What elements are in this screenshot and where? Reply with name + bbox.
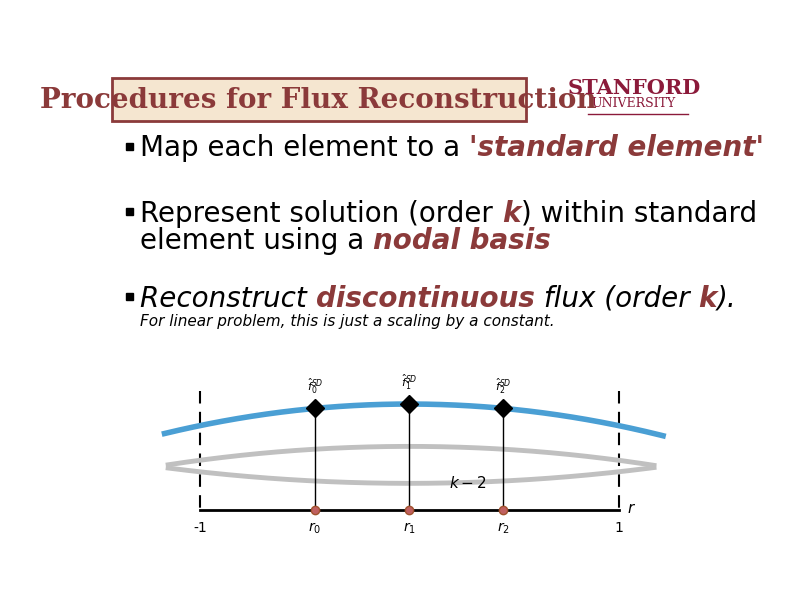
Text: r: r [628, 501, 634, 516]
Text: $r_1$: $r_1$ [403, 521, 416, 537]
Text: For linear problem, this is just a scaling by a constant.: For linear problem, this is just a scali… [141, 314, 555, 329]
Text: ) within standard: ) within standard [521, 200, 757, 228]
Bar [126, 208, 133, 215]
Text: Represent solution (order: Represent solution (order [141, 200, 502, 228]
Text: -1: -1 [193, 521, 207, 535]
Text: $k-2$: $k-2$ [449, 475, 487, 491]
Text: $\hat{f}_2^{SD}$: $\hat{f}_2^{SD}$ [495, 377, 511, 396]
Text: flux (order: flux (order [535, 284, 699, 312]
Bar [126, 293, 133, 300]
Text: STANFORD: STANFORD [568, 79, 700, 98]
Text: ).: ). [717, 284, 737, 312]
Text: element using a: element using a [141, 227, 373, 255]
Text: Reconstruct: Reconstruct [141, 284, 316, 312]
FancyBboxPatch shape [112, 77, 526, 121]
Text: discontinuous: discontinuous [316, 284, 535, 312]
Text: 'standard element': 'standard element' [469, 134, 765, 162]
Text: Map each element to a: Map each element to a [141, 134, 469, 162]
Text: k: k [502, 200, 521, 228]
Text: $\hat{f}_1^{SD}$: $\hat{f}_1^{SD}$ [401, 372, 418, 392]
Text: $r_0$: $r_0$ [309, 521, 322, 537]
Text: $\hat{f}_0^{SD}$: $\hat{f}_0^{SD}$ [306, 377, 323, 396]
Text: nodal basis: nodal basis [373, 227, 551, 255]
Text: $r_2$: $r_2$ [497, 521, 510, 537]
Bar [126, 143, 133, 150]
Text: k: k [699, 284, 717, 312]
Text: UNIVERSITY: UNIVERSITY [592, 97, 676, 110]
Text: Procedures for Flux Reconstruction: Procedures for Flux Reconstruction [40, 87, 597, 114]
Text: 1: 1 [614, 521, 623, 535]
